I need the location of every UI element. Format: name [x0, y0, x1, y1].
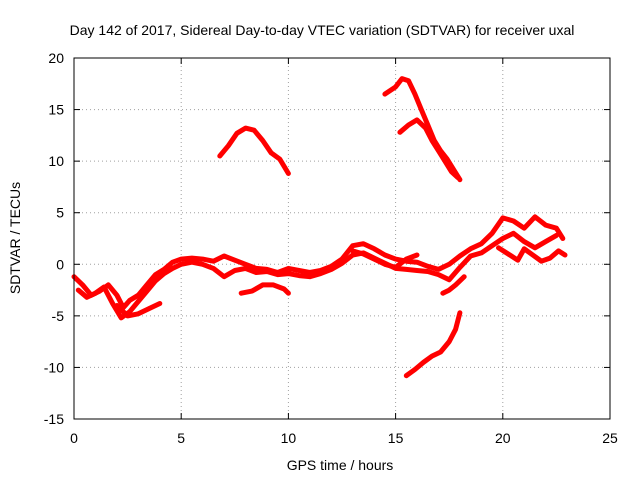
chart-title: Day 142 of 2017, Sidereal Day-to-day VTE… [70, 22, 575, 38]
y-axis: -15 -10 -5 0 5 10 15 20 [44, 50, 610, 427]
x-axis-label: GPS time / hours [287, 457, 394, 473]
y-tick-label: 0 [56, 256, 64, 272]
series-track-9 [440, 274, 467, 296]
x-tick-label: 0 [70, 430, 78, 446]
y-tick-label: 5 [56, 205, 64, 221]
series-track-3 [114, 301, 163, 319]
y-tick-label: -15 [44, 411, 64, 427]
plot-area [71, 76, 568, 379]
y-tick-label: -5 [52, 308, 65, 324]
x-tick-label: 20 [495, 430, 511, 446]
series-track-1 [71, 214, 566, 311]
x-tick-label: 10 [281, 430, 297, 446]
grid [74, 58, 610, 419]
series-track-11 [350, 248, 420, 270]
x-axis: 0 5 10 15 20 25 [70, 58, 618, 446]
y-tick-label: -10 [44, 359, 64, 375]
series-track-7 [397, 117, 461, 181]
plot-frame [73, 57, 611, 420]
y-tick-label: 15 [48, 102, 64, 118]
y-tick-label: 10 [48, 153, 64, 169]
x-tick-label: 25 [602, 430, 618, 446]
y-tick-label: 20 [48, 50, 64, 66]
series-track-5 [238, 282, 291, 296]
series-track-2 [75, 230, 559, 321]
series-track-4 [217, 125, 291, 176]
x-tick-label: 5 [177, 430, 185, 446]
y-axis-label: SDTVAR / TECUs [7, 182, 23, 294]
x-tick-label: 15 [388, 430, 404, 446]
series-track-8 [403, 310, 463, 379]
series-track-6 [382, 76, 463, 183]
series-track-10 [496, 245, 568, 264]
